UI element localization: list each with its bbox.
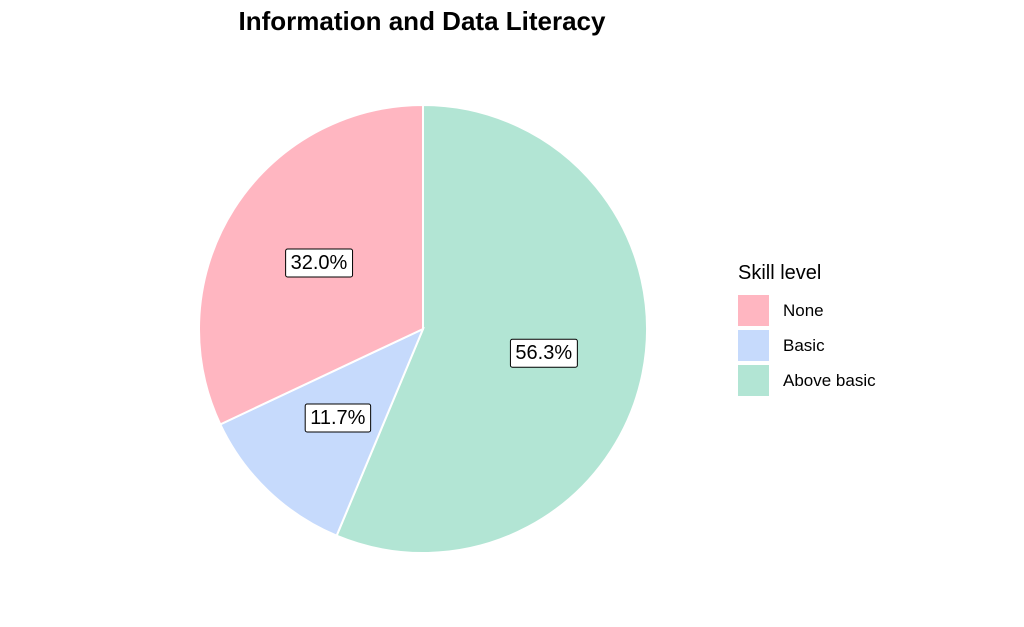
slice-label-box xyxy=(304,403,372,433)
slices-layer xyxy=(198,103,648,554)
labels-layer: 56.3% 11.7% 32.0% xyxy=(285,248,578,433)
legend-title: Skill level xyxy=(738,262,822,284)
slice-label-above-basic: 56.3% xyxy=(509,338,578,368)
legend-label-above-basic: Above basic xyxy=(783,370,876,390)
slice-label-box xyxy=(509,338,578,368)
slice-label-box xyxy=(285,248,354,278)
legend-label-basic: Basic xyxy=(783,335,825,355)
slice-label-text: 56.3% xyxy=(515,342,572,364)
chart-title: Information and Data Literacy xyxy=(238,6,606,36)
slice-label-basic: 11.7% xyxy=(304,403,372,433)
legend-swatch-none xyxy=(738,295,769,326)
legend-item-basic: Basic xyxy=(738,328,876,363)
slice-label-text: 11.7% xyxy=(310,407,365,429)
legend-label-none: None xyxy=(783,300,824,320)
legend: Skill level None Basic Above basic xyxy=(738,262,876,398)
slice-label-none: 32.0% xyxy=(285,248,354,278)
legend-swatch-above-basic xyxy=(738,365,769,396)
legend-swatch-basic xyxy=(738,330,769,361)
legend-item-none: None xyxy=(738,293,876,328)
legend-item-above-basic: Above basic xyxy=(738,363,876,398)
slice-label-text: 32.0% xyxy=(291,252,348,274)
pie-slice-above-basic xyxy=(335,103,648,554)
